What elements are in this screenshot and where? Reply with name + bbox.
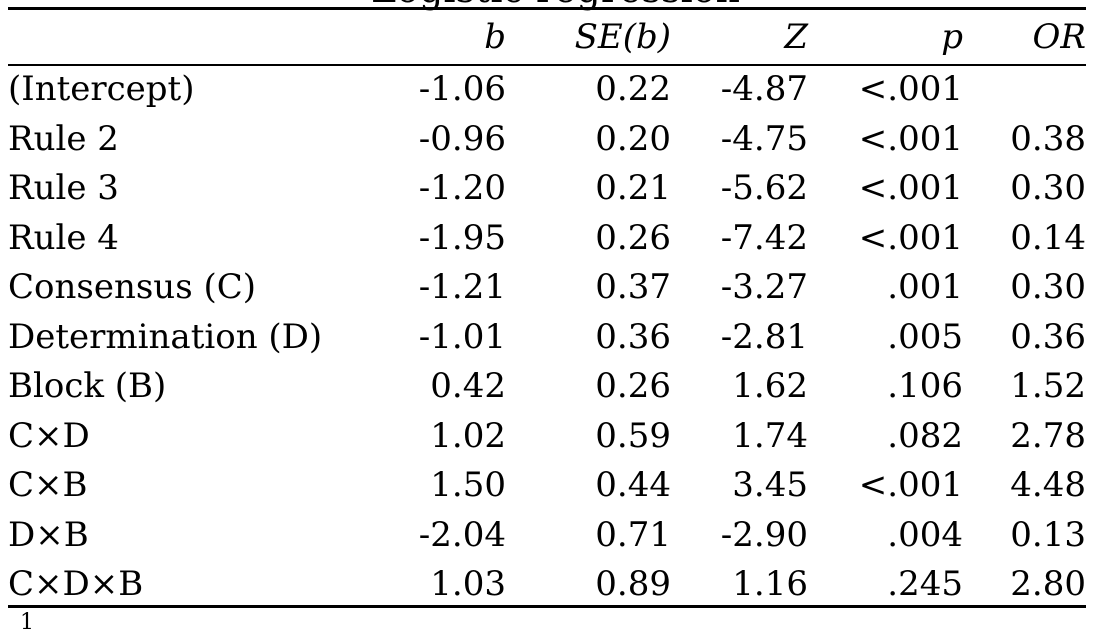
header-z: Z [784,17,808,57]
or-cell: 0.38 [1010,118,1086,159]
b-cell: 1.50 [430,465,506,505]
term-cell: Consensus (C) [8,267,256,307]
b-cell: -1.21 [418,267,506,307]
term-cell: Block (B) [8,366,167,406]
z-cell: -4.87 [720,69,808,109]
regression-table: b SE(b) Z p OR (Intercept) -1.06 0.22 -4… [8,10,1086,610]
table-row: C×D×B 1.03 0.89 1.16 .245 2.80 [8,560,1086,610]
b-cell: -2.04 [418,514,506,555]
header-term [8,10,368,65]
b-cell: 0.42 [430,366,506,406]
header-se: SE(b) [574,17,671,57]
or-cell: 1.52 [1010,366,1086,406]
se-cell: 0.20 [595,118,671,159]
b-cell: 1.02 [430,415,506,456]
se-cell: 0.36 [595,316,671,357]
z-cell: 1.16 [732,564,808,604]
p-cell: <.001 [858,168,963,208]
p-cell: .106 [887,366,963,406]
b-cell: -0.96 [418,118,506,159]
z-cell: 1.62 [732,366,808,406]
bottom-rule [8,605,1086,608]
term-cell: Rule 4 [8,217,119,258]
table-row: D×B -2.04 0.71 -2.90 .004 0.13 [8,511,1086,561]
table-row: Rule 4 -1.95 0.26 -7.42 <.001 0.14 [8,214,1086,264]
z-cell: -7.42 [720,217,808,258]
or-cell [963,65,1086,115]
b-cell: 1.03 [430,564,506,604]
or-cell: 2.78 [1010,415,1086,456]
z-cell: 3.45 [732,465,808,505]
se-cell: 0.21 [595,168,671,208]
or-cell: 0.36 [1010,316,1086,357]
table-caption: Logistic regression [0,0,1111,8]
p-cell: .001 [887,267,963,307]
se-cell: 0.26 [595,217,671,258]
or-cell: 0.14 [1010,217,1086,258]
table-row: (Intercept) -1.06 0.22 -4.87 <.001 [8,65,1086,115]
se-cell: 0.71 [595,514,671,555]
table-row: Rule 3 -1.20 0.21 -5.62 <.001 0.30 [8,164,1086,214]
term-cell: (Intercept) [8,69,195,109]
b-cell: -1.06 [418,69,506,109]
term-cell: Rule 2 [8,118,119,159]
se-cell: 0.59 [595,415,671,456]
p-cell: <.001 [858,217,963,258]
table-row: Rule 2 -0.96 0.20 -4.75 <.001 0.38 [8,115,1086,165]
or-cell: 0.30 [1010,267,1086,307]
p-cell: .245 [887,564,963,604]
term-cell: C×D×B [8,564,144,604]
term-cell: D×B [8,514,89,555]
b-cell: -1.01 [418,316,506,357]
z-cell: -2.81 [720,316,808,357]
table-row: C×D 1.02 0.59 1.74 .082 2.78 [8,412,1086,462]
z-cell: -3.27 [720,267,808,307]
top-rule [8,7,1086,10]
se-cell: 0.37 [595,267,671,307]
or-cell: 0.30 [1010,168,1086,208]
b-cell: -1.20 [418,168,506,208]
or-cell: 2.80 [1010,564,1086,604]
z-cell: -2.90 [720,514,808,555]
se-cell: 0.22 [595,69,671,109]
header-row: b SE(b) Z p OR [8,10,1086,65]
table-row: Consensus (C) -1.21 0.37 -3.27 .001 0.30 [8,263,1086,313]
header-rule [8,64,1086,66]
term-cell: C×D [8,415,90,456]
or-cell: 4.48 [1010,465,1086,505]
z-cell: -4.75 [720,118,808,159]
p-cell: .004 [887,514,963,555]
p-cell: <.001 [858,69,963,109]
z-cell: 1.74 [732,415,808,456]
term-cell: Determination (D) [8,316,323,357]
b-cell: -1.95 [418,217,506,258]
p-cell: .082 [887,415,963,456]
p-cell: <.001 [858,118,963,159]
se-cell: 0.44 [595,465,671,505]
table-row: C×B 1.50 0.44 3.45 <.001 4.48 [8,461,1086,511]
term-cell: Rule 3 [8,168,119,208]
z-cell: -5.62 [720,168,808,208]
table-row: Determination (D) -1.01 0.36 -2.81 .005 … [8,313,1086,363]
se-cell: 0.89 [595,564,671,604]
header-or: OR [1032,17,1086,57]
header-b: b [484,17,506,57]
p-cell: <.001 [858,465,963,505]
table-row: Block (B) 0.42 0.26 1.62 .106 1.52 [8,362,1086,412]
footnote-marker: 1 [20,610,34,635]
se-cell: 0.26 [595,366,671,406]
header-p: p [941,17,963,57]
p-cell: .005 [887,316,963,357]
term-cell: C×B [8,465,88,505]
or-cell: 0.13 [1010,514,1086,555]
